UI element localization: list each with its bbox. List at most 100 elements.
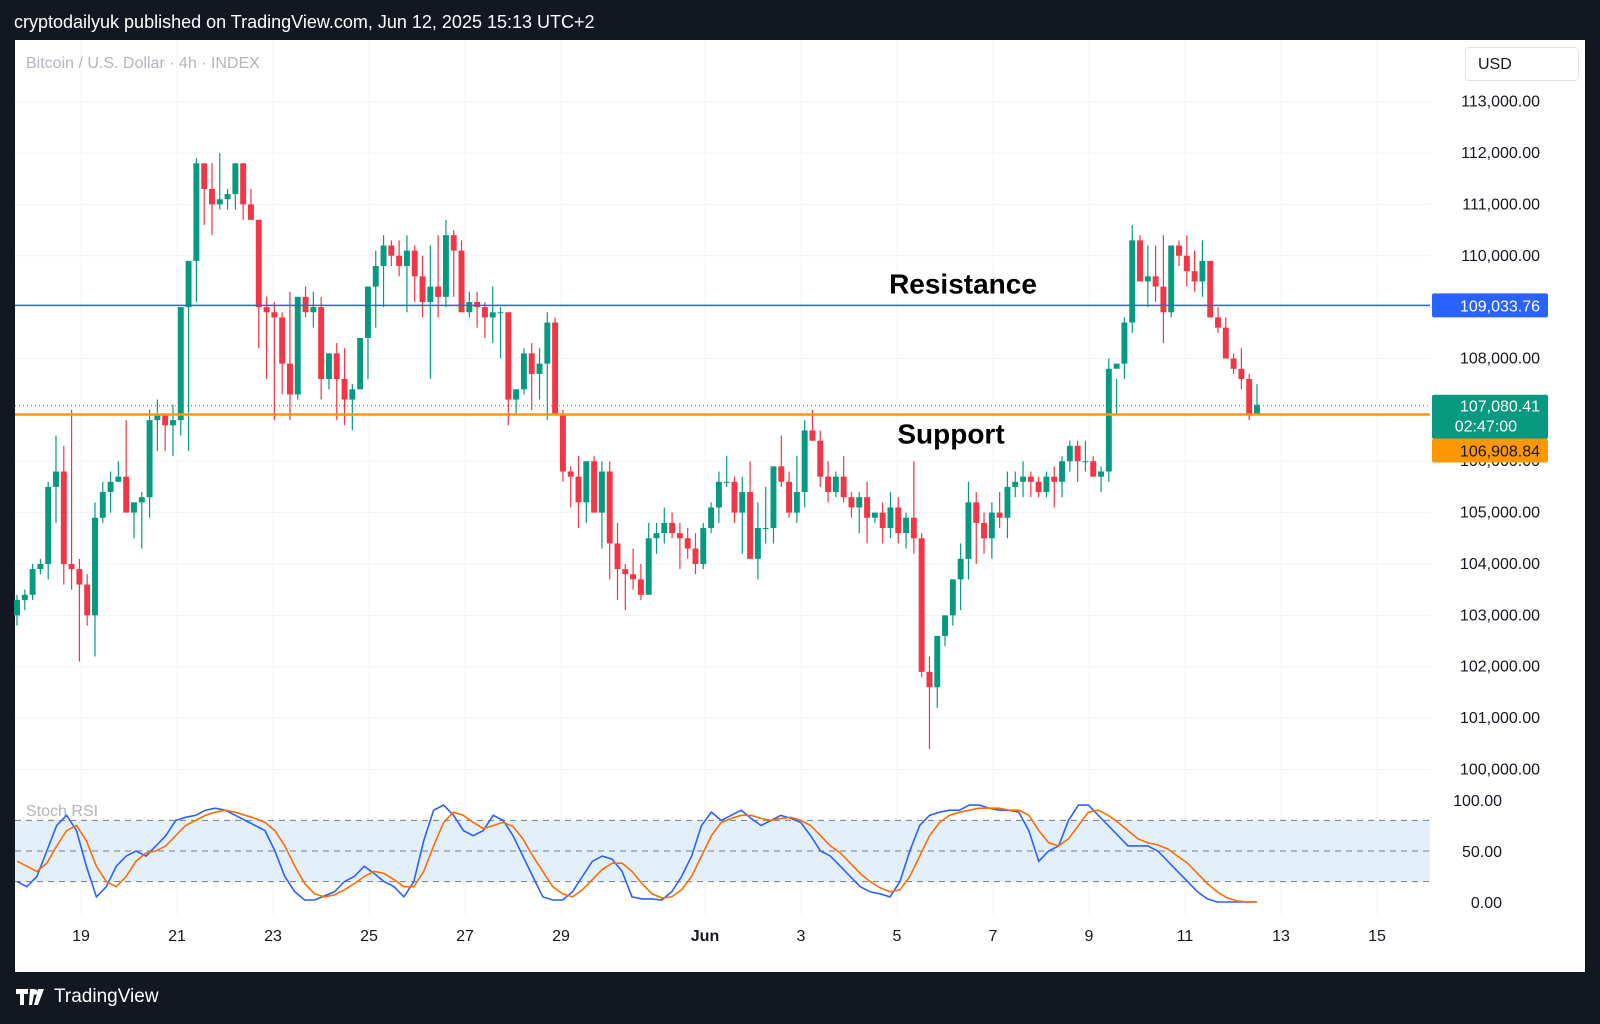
stoch-tick-label: 100.00: [1453, 793, 1502, 810]
candle: [224, 188, 231, 210]
y-tick-label: 104,000.00: [1460, 556, 1540, 573]
candle: [1004, 471, 1011, 539]
candle-body: [606, 471, 613, 544]
candle: [856, 492, 863, 534]
candle-body: [411, 250, 418, 277]
candle-body: [310, 307, 317, 313]
candle: [1168, 245, 1175, 318]
candle-body: [318, 307, 325, 380]
candle: [1160, 235, 1167, 344]
candle-body: [341, 379, 348, 400]
candle: [973, 492, 980, 564]
candle: [606, 461, 613, 580]
candle: [435, 235, 442, 318]
candle: [552, 317, 559, 415]
candle-body: [926, 671, 933, 688]
y-tick-label: 101,000.00: [1460, 710, 1540, 727]
candle-body: [302, 296, 309, 313]
candle: [380, 235, 387, 308]
candle: [583, 461, 590, 523]
candle: [754, 502, 761, 580]
candle: [630, 548, 637, 590]
candle-body: [224, 194, 231, 200]
candle-body: [255, 219, 262, 308]
candle-body: [1012, 481, 1019, 487]
candle-body: [840, 476, 847, 498]
last-price-label: 107,080.41: [1460, 399, 1540, 416]
candle: [442, 219, 449, 308]
candle-body: [809, 430, 816, 441]
candle-body: [692, 548, 699, 564]
candle: [115, 461, 122, 482]
publish-header: cryptodailyuk published on TradingView.c…: [0, 0, 1600, 40]
candle: [1215, 307, 1221, 333]
candle-body: [1160, 286, 1167, 313]
candle: [887, 492, 894, 539]
candle: [1012, 471, 1019, 498]
candle: [474, 291, 481, 328]
candle-body: [957, 558, 964, 580]
candle: [879, 502, 886, 544]
candle-body: [170, 420, 176, 426]
candle-body: [1254, 404, 1260, 415]
candle-body: [637, 579, 644, 595]
tradingview-logo[interactable]: TradingView: [16, 986, 159, 1008]
candle: [825, 461, 832, 503]
currency-button[interactable]: USD: [1465, 47, 1579, 81]
candle: [786, 471, 793, 518]
candle-countdown: 02:47:00: [1455, 419, 1517, 436]
candle: [598, 461, 605, 549]
candle: [419, 255, 426, 318]
candle-body: [419, 276, 426, 302]
candle: [513, 389, 520, 415]
candle: [1105, 358, 1112, 482]
x-tick-label: 5: [893, 928, 902, 945]
stoch-rsi-panel: Stoch RSI 0.00 50.00 100.00: [15, 793, 1502, 912]
y-tick-label: 100,000.00: [1460, 761, 1540, 778]
candle-body: [1246, 379, 1253, 415]
x-tick-label: 19: [72, 928, 90, 945]
candle-body: [1020, 476, 1027, 482]
x-tick-label: 29: [552, 928, 570, 945]
candle: [770, 466, 777, 544]
candle: [1230, 353, 1237, 374]
candle: [739, 476, 746, 554]
support-price-tag: [1432, 438, 1548, 463]
y-tick-label: 112,000.00: [1461, 145, 1540, 162]
candle-body: [1113, 363, 1120, 369]
candle-body: [162, 415, 169, 426]
candle: [193, 158, 200, 302]
candle-body: [552, 322, 559, 415]
candle: [528, 343, 535, 410]
candle: [723, 456, 730, 487]
candle-body: [786, 481, 793, 513]
candle: [1051, 466, 1058, 508]
candle: [107, 471, 114, 513]
candle: [99, 481, 106, 523]
candle-body: [76, 569, 83, 585]
candle-body: [84, 584, 91, 616]
candle: [209, 163, 215, 236]
candle-body: [754, 528, 761, 559]
candle: [185, 260, 192, 451]
candle: [1137, 235, 1143, 282]
candle: [68, 409, 75, 590]
candle: [396, 240, 403, 277]
candle: [591, 456, 598, 513]
candle: [536, 348, 543, 400]
candle-body: [209, 188, 215, 205]
y-tick-label: 108,000.00: [1460, 350, 1540, 367]
resistance-price-label: 109,033.76: [1460, 298, 1540, 315]
candle: [661, 507, 668, 544]
candle: [988, 502, 995, 559]
candle-body: [1043, 476, 1050, 493]
x-tick-label: 13: [1272, 928, 1290, 945]
last-price-tag: [1432, 394, 1548, 439]
chart-frame[interactable]: [15, 40, 1585, 972]
candle-body: [1090, 461, 1097, 477]
candle: [778, 435, 785, 487]
candle: [692, 533, 699, 575]
y-tick-label: 103,000.00: [1460, 607, 1540, 624]
candle: [1222, 317, 1229, 359]
